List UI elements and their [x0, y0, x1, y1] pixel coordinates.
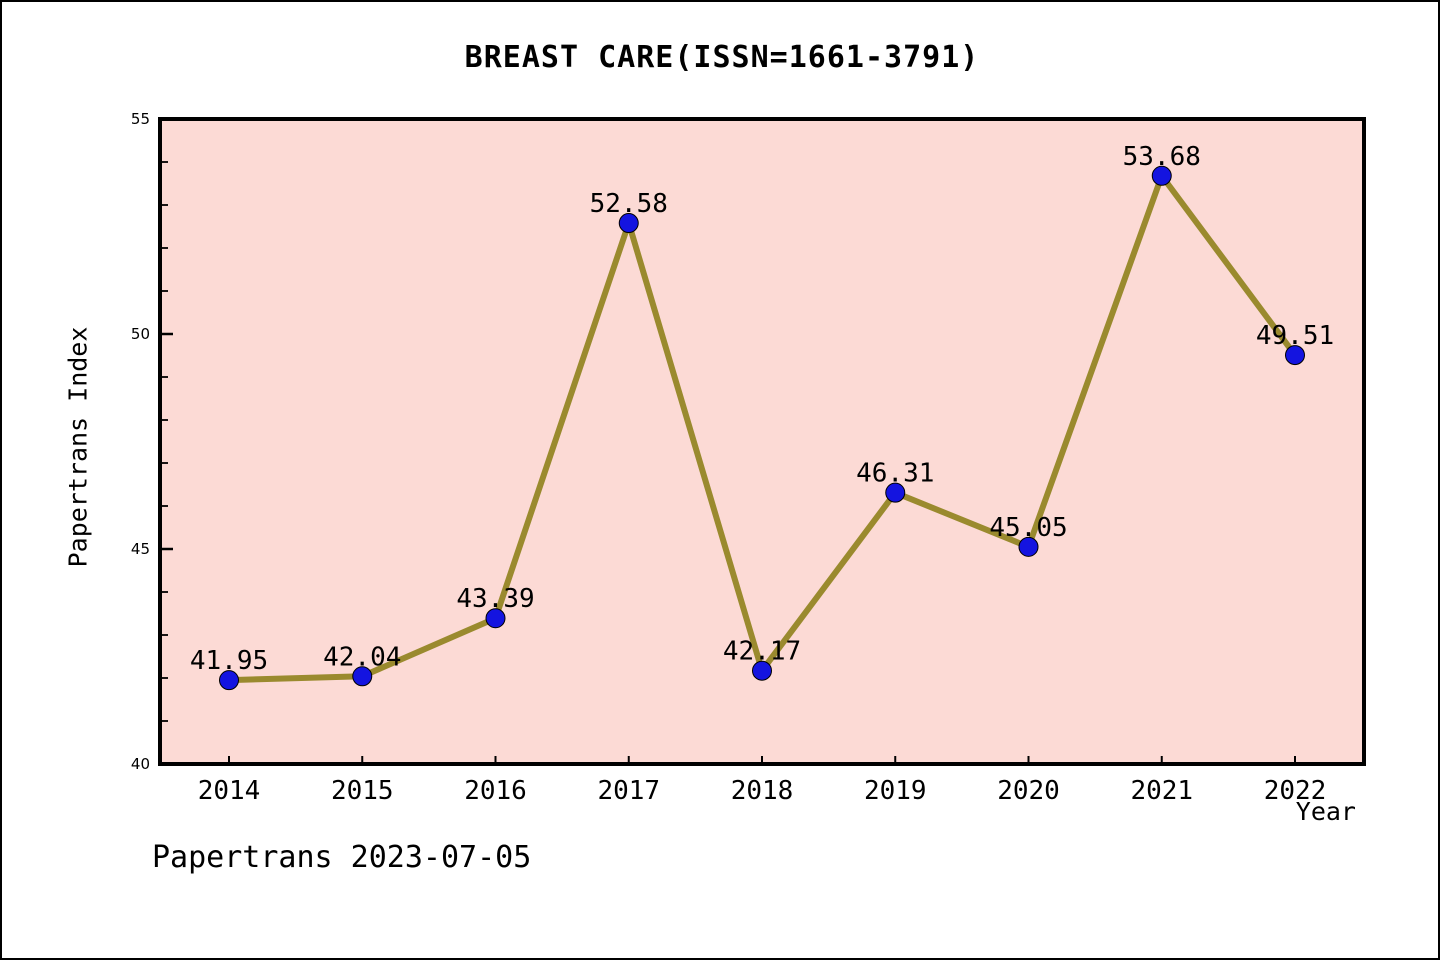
- x-tick-label: 2019: [864, 776, 927, 806]
- data-point: [618, 213, 639, 234]
- y-axis-label: Papertrans Index: [63, 326, 93, 568]
- x-tick-label: 2017: [597, 776, 660, 806]
- footer-note: Papertrans 2023-07-05: [152, 840, 532, 875]
- x-tick-label: 2015: [331, 776, 394, 806]
- data-point: [352, 666, 373, 687]
- y-tick-label: 55: [131, 110, 150, 128]
- x-axis-label: Year: [1295, 797, 1356, 826]
- y-tick-label: 45: [131, 540, 150, 558]
- data-point: [885, 482, 906, 503]
- x-tick-label: 2016: [464, 776, 527, 806]
- x-tick-label: 2021: [1130, 776, 1193, 806]
- plot-border: [158, 117, 1366, 766]
- data-point: [1018, 536, 1039, 557]
- y-tick-label: 40: [131, 755, 150, 773]
- x-tick-label: 2014: [198, 776, 261, 806]
- data-point: [752, 660, 772, 681]
- plot-area-background: [160, 119, 1364, 764]
- data-point: [1285, 345, 1305, 366]
- x-tick-label: 2018: [731, 776, 794, 806]
- data-point: [1151, 165, 1172, 186]
- data-point: [219, 670, 239, 691]
- x-tick-label: 2022: [1264, 776, 1327, 806]
- data-point: [485, 608, 506, 629]
- chart-title: BREAST CARE(ISSN=1661-3791): [464, 40, 980, 75]
- x-tick-label: 2020: [997, 776, 1060, 806]
- y-tick-label: 50: [131, 325, 150, 343]
